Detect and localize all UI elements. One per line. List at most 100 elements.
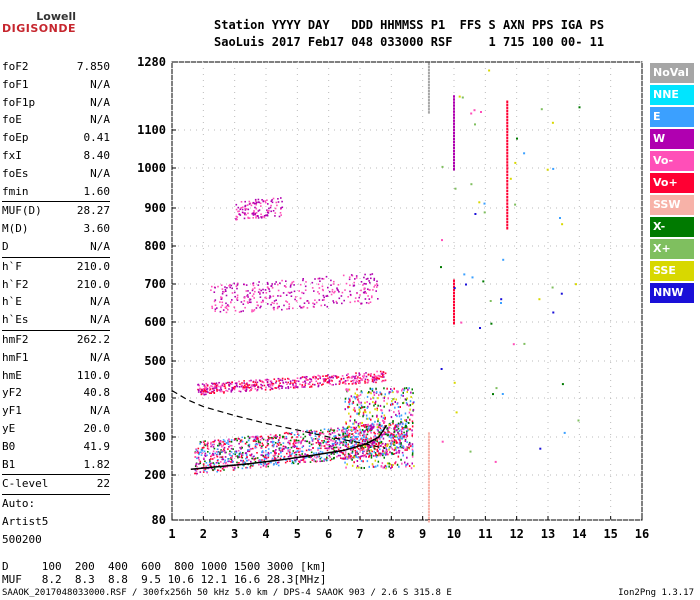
- echo-point: [281, 200, 283, 203]
- echo-point: [371, 380, 374, 383]
- echo-point: [264, 214, 267, 217]
- echo-point: [221, 296, 223, 299]
- echo-point: [401, 422, 404, 425]
- echo-point: [346, 463, 348, 466]
- echo-point: [326, 453, 328, 456]
- echo-point: [411, 425, 414, 428]
- echo-point: [238, 380, 240, 383]
- echo-point: [233, 282, 235, 285]
- echo-point: [276, 435, 278, 438]
- echo-point: [257, 291, 260, 293]
- echo-point: [246, 301, 249, 303]
- echo-point: [272, 457, 274, 460]
- echo-point: [356, 465, 359, 468]
- echo-point: [257, 217, 260, 219]
- echo-point: [410, 391, 412, 394]
- echo-point: [371, 445, 373, 448]
- echo-point: [399, 433, 402, 436]
- echo-point: [220, 306, 222, 309]
- echo-point: [381, 372, 383, 374]
- echo-point: [397, 432, 399, 434]
- echo-point: [230, 441, 233, 443]
- echo-point: [230, 461, 232, 463]
- echo-point: [387, 397, 389, 400]
- echo-point: [229, 283, 231, 286]
- echo-point: [373, 450, 375, 453]
- echo-point: [199, 460, 202, 463]
- echo-point: [253, 287, 256, 289]
- echo-point: [198, 384, 200, 387]
- echo-point: [348, 276, 351, 278]
- echo-point: [214, 387, 216, 389]
- echo-point: [360, 431, 363, 433]
- echo-point: [265, 297, 268, 300]
- echo-point: [345, 443, 347, 446]
- echo-point: [359, 429, 361, 431]
- echo-point: [341, 429, 343, 432]
- echo-point: [394, 426, 397, 429]
- echo-point: [257, 304, 259, 307]
- echo-point: [233, 387, 235, 390]
- echo-point: [223, 446, 226, 449]
- echo-point: [382, 449, 384, 452]
- echo-point: [265, 465, 267, 467]
- echo-point: [255, 217, 257, 219]
- echo-point: [296, 447, 298, 450]
- echo-point: [304, 384, 306, 386]
- echo-point: [334, 375, 337, 377]
- echo-point: [385, 465, 388, 468]
- echo-point: [400, 444, 403, 447]
- echo-point: [279, 379, 282, 381]
- echo-point: [245, 457, 247, 460]
- echo-point: [347, 405, 349, 408]
- param-row-he: h`E N/A: [2, 293, 110, 311]
- echo-point: [390, 434, 392, 437]
- echo-point: [259, 293, 261, 295]
- echo-point: [259, 459, 261, 461]
- echo-point: [394, 425, 396, 428]
- echo-point: [225, 302, 227, 305]
- echo-point: [204, 387, 206, 389]
- echo-point: [245, 208, 248, 210]
- echo-point: [351, 377, 353, 379]
- legend-item-w: W: [650, 129, 694, 149]
- echo-point: [364, 445, 366, 448]
- param-name: hmE: [2, 368, 22, 382]
- echo-point: [249, 386, 252, 389]
- param-value: N/A: [90, 113, 110, 127]
- echo-point: [326, 459, 329, 461]
- echo-point: [281, 379, 284, 382]
- echo-point: [271, 437, 273, 440]
- echo-point: [270, 381, 273, 384]
- echo-point: [319, 377, 321, 380]
- echo-point: [336, 442, 339, 444]
- echo-point: [222, 458, 225, 461]
- echo-point: [269, 295, 271, 297]
- echo-point: [410, 396, 412, 398]
- echo-point: [345, 427, 347, 430]
- echo-point: [227, 448, 229, 450]
- echo-point: [323, 441, 326, 443]
- echo-point: [502, 258, 505, 261]
- echo-point: [224, 456, 227, 458]
- echo-point: [229, 454, 231, 456]
- echo-point: [232, 387, 234, 390]
- echo-point: [407, 416, 409, 419]
- echo-point: [379, 452, 381, 455]
- echo-point: [287, 455, 290, 458]
- echo-point: [264, 454, 267, 457]
- echo-point: [272, 382, 275, 385]
- echo-point: [359, 294, 361, 296]
- echo-point: [355, 383, 357, 385]
- echo-point: [275, 452, 277, 454]
- echo-point: [271, 436, 273, 439]
- echo-point: [273, 463, 275, 465]
- param-name: hmF2: [2, 332, 29, 346]
- echo-point: [328, 382, 330, 384]
- echo-point: [317, 441, 320, 444]
- echo-point: [337, 454, 340, 457]
- echo-point: [208, 458, 211, 461]
- echo-point: [345, 422, 347, 425]
- echo-point: [341, 375, 344, 377]
- echo-point: [260, 205, 262, 207]
